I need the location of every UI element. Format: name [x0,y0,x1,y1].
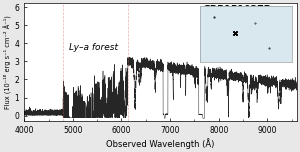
Y-axis label: Flux (10⁻¹⁶ erg s⁻¹ cm⁻² Å⁻¹): Flux (10⁻¹⁶ erg s⁻¹ cm⁻² Å⁻¹) [4,15,12,109]
Text: Ly–a forest: Ly–a forest [69,43,118,52]
X-axis label: Observed Wavelength (Å): Observed Wavelength (Å) [106,138,214,149]
Text: GRB151027B: GRB151027B [202,5,272,14]
